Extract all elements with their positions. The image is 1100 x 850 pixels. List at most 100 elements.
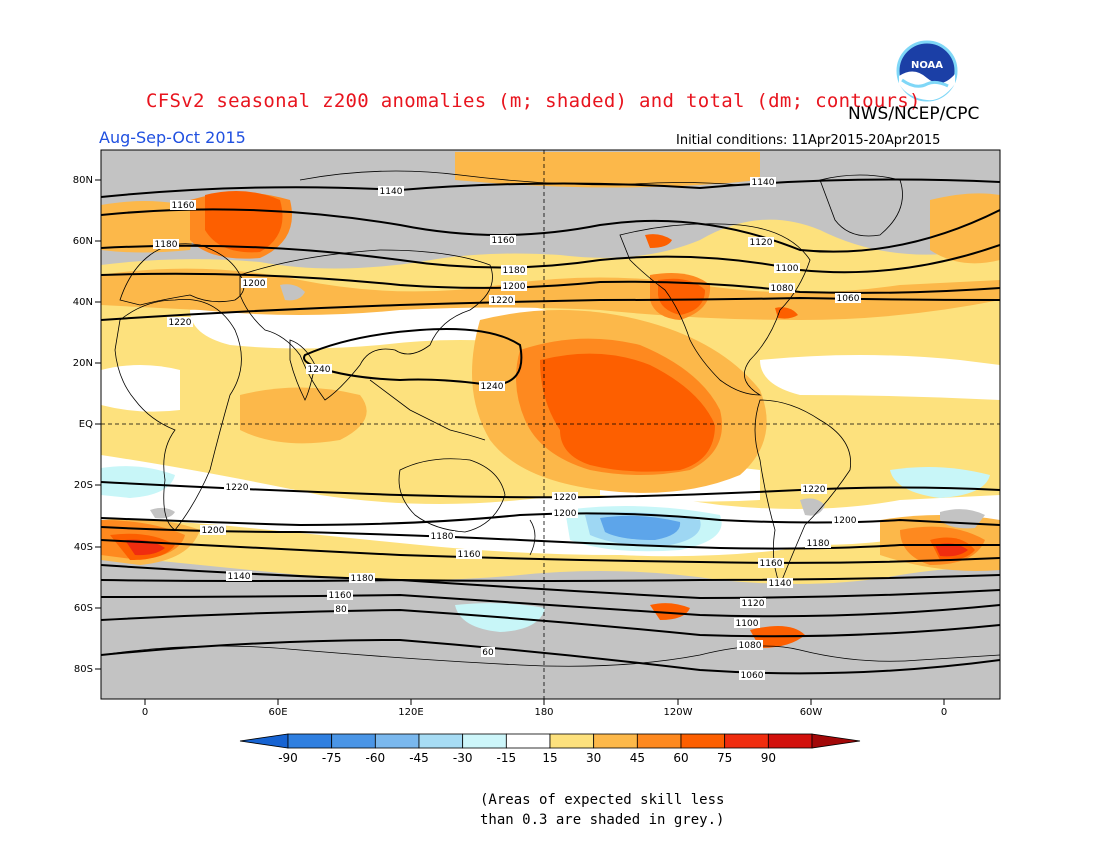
contour-label-bg — [739, 670, 765, 680]
field-grey-patch-4 — [150, 507, 175, 519]
colorbar-box — [505, 733, 551, 749]
contour-1200-s — [101, 512, 1000, 527]
contour-label-bg — [552, 508, 578, 518]
contour-label-bg — [306, 364, 332, 374]
colorbar-label: -60 — [366, 751, 386, 765]
contour-label: 1240 — [308, 365, 331, 375]
contour-1200-n — [101, 272, 1000, 294]
contour-1080-s — [101, 608, 1000, 638]
contour-label-bg — [378, 186, 404, 196]
contour-label-bg — [349, 573, 375, 583]
contour-label-bg — [748, 237, 774, 247]
logo-text: NOAA — [911, 60, 943, 71]
field-o60-arctic — [645, 234, 672, 248]
colorbar-label: 15 — [542, 751, 557, 765]
contour-label-bg — [170, 200, 196, 210]
contour-1180-n — [101, 244, 1000, 274]
colorbar-label: 45 — [630, 751, 645, 765]
colorbar-label: 90 — [761, 751, 776, 765]
contour-label: 1060 — [837, 294, 860, 304]
colorbar-box — [767, 733, 813, 749]
contour-label-bg — [552, 492, 578, 502]
noaa-logo: NOAA — [896, 40, 958, 102]
contour-1160-n — [101, 208, 1000, 253]
contour-label-bg — [481, 647, 495, 657]
contour-label: 1080 — [771, 284, 794, 294]
colorbar-box — [462, 733, 507, 749]
coast-antarctica — [101, 645, 1000, 667]
colorbar-label: 75 — [717, 751, 732, 765]
lat-label: 20S — [74, 480, 93, 491]
initial-conditions-label: Initial conditions: 11Apr2015-20Apr2015 — [676, 133, 941, 148]
contour-label: 1240 — [481, 382, 504, 392]
contour-label-bg — [758, 558, 784, 568]
lat-label: 60N — [73, 236, 93, 247]
contour-label: 1200 — [243, 279, 266, 289]
contour-label-bg — [501, 281, 527, 291]
colorbar-label: -90 — [278, 751, 298, 765]
agency-label: NWS/NCEP/CPC — [848, 104, 980, 124]
contour-label-bg — [805, 538, 831, 548]
colorbar-box — [593, 733, 638, 749]
coast-nz — [529, 519, 536, 556]
contour-label: 1200 — [834, 516, 857, 526]
contour-label: 1140 — [752, 178, 775, 188]
field-o60-s-pac — [650, 603, 690, 620]
field-o60-siberia — [205, 191, 283, 253]
contour-label: 1100 — [736, 619, 759, 629]
contour-label-bg — [740, 598, 766, 608]
chart-title: CFSv2 seasonal z200 anomalies (m; shaded… — [146, 90, 921, 112]
contour-label: 1200 — [503, 282, 526, 292]
contour-label: 1220 — [803, 485, 826, 495]
contour-label: 60 — [482, 648, 494, 658]
colorbar-box — [549, 733, 595, 749]
contour-label: 1180 — [503, 266, 526, 276]
contour-label-bg — [241, 278, 267, 288]
coast-arctic — [299, 170, 741, 186]
coast-africa — [114, 298, 242, 531]
contour-label: 1160 — [172, 201, 195, 211]
coast-samerica — [754, 399, 852, 587]
field-o60-pacific — [540, 353, 715, 472]
contour-label-bg — [167, 317, 193, 327]
contour-label-bg — [479, 381, 505, 391]
field-y30-indian — [240, 387, 367, 444]
lat-label: 40S — [74, 542, 93, 553]
field-grey-patch-2 — [800, 498, 825, 516]
contour-label-bg — [769, 283, 795, 293]
contour-label: 1100 — [776, 264, 799, 274]
contour-label: 1120 — [742, 599, 765, 609]
contour-label: 1200 — [554, 509, 577, 519]
field-grey-south — [101, 555, 1000, 699]
contour-label: 1080 — [739, 641, 762, 651]
contour-label-bg — [456, 549, 482, 559]
contour-label-bg — [835, 293, 861, 303]
colorbar-label: -30 — [453, 751, 473, 765]
contour-label: 1220 — [554, 493, 577, 503]
contour-label: 1220 — [169, 318, 192, 328]
contour-1140-n — [101, 178, 1000, 198]
colorbar-box — [331, 733, 376, 749]
contour-1180-s — [101, 526, 1000, 550]
contour-label-bg — [501, 265, 527, 275]
contour-label: 1140 — [228, 572, 251, 582]
contour-label-bg — [750, 177, 776, 187]
contour-label-bg — [734, 618, 760, 628]
colorbar-box — [418, 733, 464, 749]
field-y30-ne — [930, 193, 1000, 264]
field-white-atlantic — [760, 355, 1000, 400]
contour-label: 1220 — [491, 296, 514, 306]
field-grey-patch-1 — [280, 284, 305, 301]
contour-label-bg — [737, 640, 763, 650]
contour-labels: 1140 1160 1180 1200 1220 1240 1240 1220 1200 1180… — [153, 177, 861, 681]
colorbar-label: 30 — [586, 751, 601, 765]
coast-namerica — [619, 223, 811, 396]
colorbar-box — [374, 733, 420, 749]
skill-note-line1: (Areas of expected skill less — [480, 792, 725, 808]
colorbar-label: 60 — [673, 751, 688, 765]
contour-label: 1160 — [492, 236, 515, 246]
colorbar-box — [680, 733, 726, 749]
lat-label: 80N — [73, 175, 93, 186]
field-r75-se — [935, 543, 968, 557]
